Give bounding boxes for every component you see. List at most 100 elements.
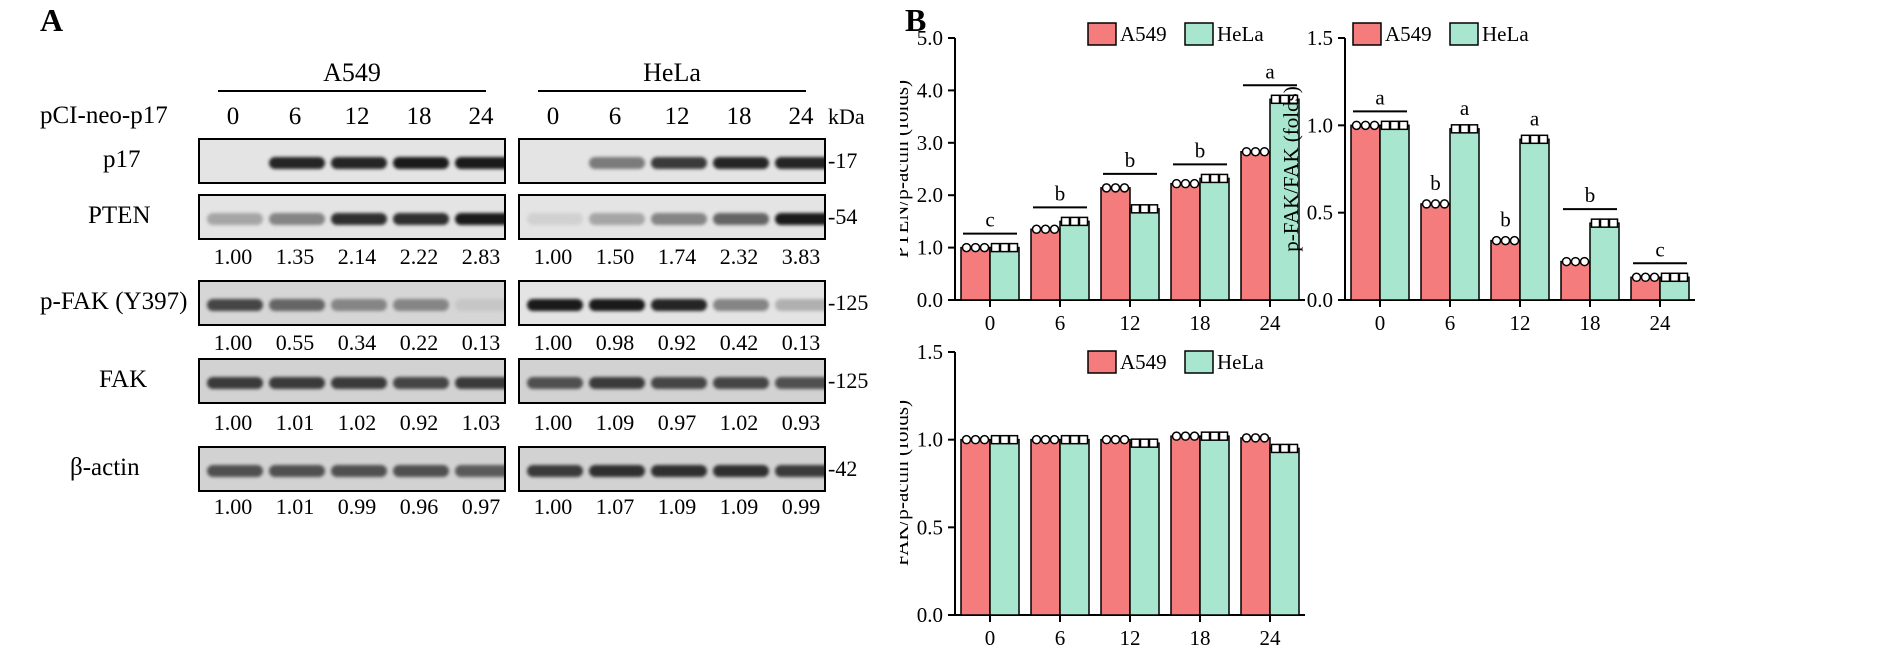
legend-label: HeLa <box>1217 350 1264 374</box>
replicate-point <box>1380 120 1391 131</box>
blot-strip <box>518 358 826 404</box>
blot-strip <box>518 194 826 240</box>
y-tick-label: 0.5 <box>1307 201 1333 225</box>
x-tick-label: 0 <box>1375 311 1386 335</box>
significance-letter: b <box>1125 148 1136 172</box>
densitometry-value: 1.00 <box>213 410 253 435</box>
significance-letter: a <box>1375 85 1385 109</box>
densitometry-value: 1.74 <box>657 244 697 269</box>
replicate-point <box>1031 434 1042 445</box>
densitometry-value: 0.34 <box>337 330 377 355</box>
blot-band <box>589 465 645 477</box>
y-tick-label: 5.0 <box>917 26 943 50</box>
replicate-point <box>1660 272 1671 283</box>
densitometry-value: 1.00 <box>213 494 253 519</box>
cell-line-underline <box>218 90 486 92</box>
blot-band <box>775 299 824 311</box>
lane-header: 18 <box>726 103 752 130</box>
replicate-point <box>1040 224 1051 235</box>
densitometry-value: 0.93 <box>781 410 821 435</box>
x-tick-label: 6 <box>1055 626 1066 650</box>
significance-letter: c <box>1655 237 1664 261</box>
replicate-point <box>1218 173 1229 184</box>
replicate-point <box>1171 178 1182 189</box>
replicate-point <box>1008 242 1019 253</box>
replicate-point <box>1520 134 1531 145</box>
replicate-point <box>999 434 1010 445</box>
densitometry-value: 0.13 <box>781 330 821 355</box>
replicate-point <box>1259 146 1270 157</box>
replicate-point <box>1049 224 1060 235</box>
replicate-point <box>1031 224 1042 235</box>
blot-strip <box>198 194 506 240</box>
y-tick-label: 0.0 <box>1307 288 1333 312</box>
replicate-point <box>1130 204 1141 214</box>
replicate-point <box>961 242 972 253</box>
significance-letter: c <box>985 208 994 232</box>
x-tick-label: 24 <box>1260 626 1282 650</box>
replicate-point <box>1148 204 1159 214</box>
densitometry-value: 1.00 <box>533 494 573 519</box>
panel-a-label: A <box>40 2 64 38</box>
bar-hela <box>989 246 1020 301</box>
replicate-point <box>1421 199 1432 209</box>
densitometry-value: 2.14 <box>337 244 377 269</box>
blot-band <box>393 299 449 311</box>
blot-strip <box>518 280 826 326</box>
densitometry-value: 1.09 <box>595 410 635 435</box>
kda-label: kDa <box>828 104 865 129</box>
x-tick-label: 6 <box>1445 311 1456 335</box>
lane-header: 24 <box>468 103 494 130</box>
bar-hela <box>1379 124 1410 301</box>
densitometry-value: 2.32 <box>719 244 759 269</box>
y-tick-label: 1.5 <box>1307 26 1333 50</box>
densitometry-value: 1.00 <box>533 410 573 435</box>
bar-a549 <box>1350 124 1381 301</box>
legend-swatch-hela <box>1449 22 1479 46</box>
significance-letter: b <box>1585 183 1596 207</box>
blot-band <box>331 465 387 477</box>
lane-header: 6 <box>608 103 622 130</box>
replicate-point <box>970 434 981 445</box>
blot-band <box>651 213 707 225</box>
replicate-point <box>1288 443 1299 454</box>
y-tick-label: 1.0 <box>1307 113 1333 137</box>
significance-letter: b <box>1055 181 1066 205</box>
densitometry-value: 1.00 <box>213 330 253 355</box>
replicate-point <box>1279 443 1290 454</box>
densitometry-value: 1.03 <box>461 410 501 435</box>
replicate-point <box>1008 434 1019 445</box>
replicate-point <box>1529 134 1540 145</box>
densitometry-value: 0.99 <box>781 494 821 519</box>
blot-band <box>527 465 583 477</box>
densitometry-value: 0.97 <box>657 410 697 435</box>
blot-band <box>455 299 504 311</box>
densitometry-value: 1.00 <box>533 330 573 355</box>
bar-a549 <box>960 438 991 616</box>
densitometry-value: 1.50 <box>595 244 635 269</box>
legend-swatch-a549 <box>1352 22 1382 46</box>
densitometry-value: 0.55 <box>275 330 315 355</box>
cell-line-header-a549: A549 <box>323 58 381 87</box>
x-tick-label: 24 <box>1260 311 1282 335</box>
y-tick-label: 0.0 <box>917 603 943 627</box>
bar-a549 <box>1420 203 1451 301</box>
y-tick-label: 3.0 <box>917 131 943 155</box>
replicate-point <box>1209 173 1220 184</box>
densitometry-value: 1.00 <box>213 244 253 269</box>
replicate-point <box>1241 433 1252 443</box>
bar-hela <box>1269 447 1300 616</box>
replicate-point <box>1579 256 1590 267</box>
blot-band <box>269 299 325 311</box>
kda-marker: -125 <box>828 368 869 393</box>
blot-band <box>269 377 325 389</box>
bar-hela <box>1449 128 1480 301</box>
lane-header: 12 <box>344 103 370 130</box>
x-tick-label: 18 <box>1580 311 1601 335</box>
replicate-point <box>1250 146 1261 157</box>
blot-band <box>455 157 504 169</box>
blot-band <box>455 377 504 389</box>
legend-label: HeLa <box>1482 22 1529 46</box>
densitometry-value: 0.99 <box>337 494 377 519</box>
bar-hela <box>1589 222 1620 301</box>
